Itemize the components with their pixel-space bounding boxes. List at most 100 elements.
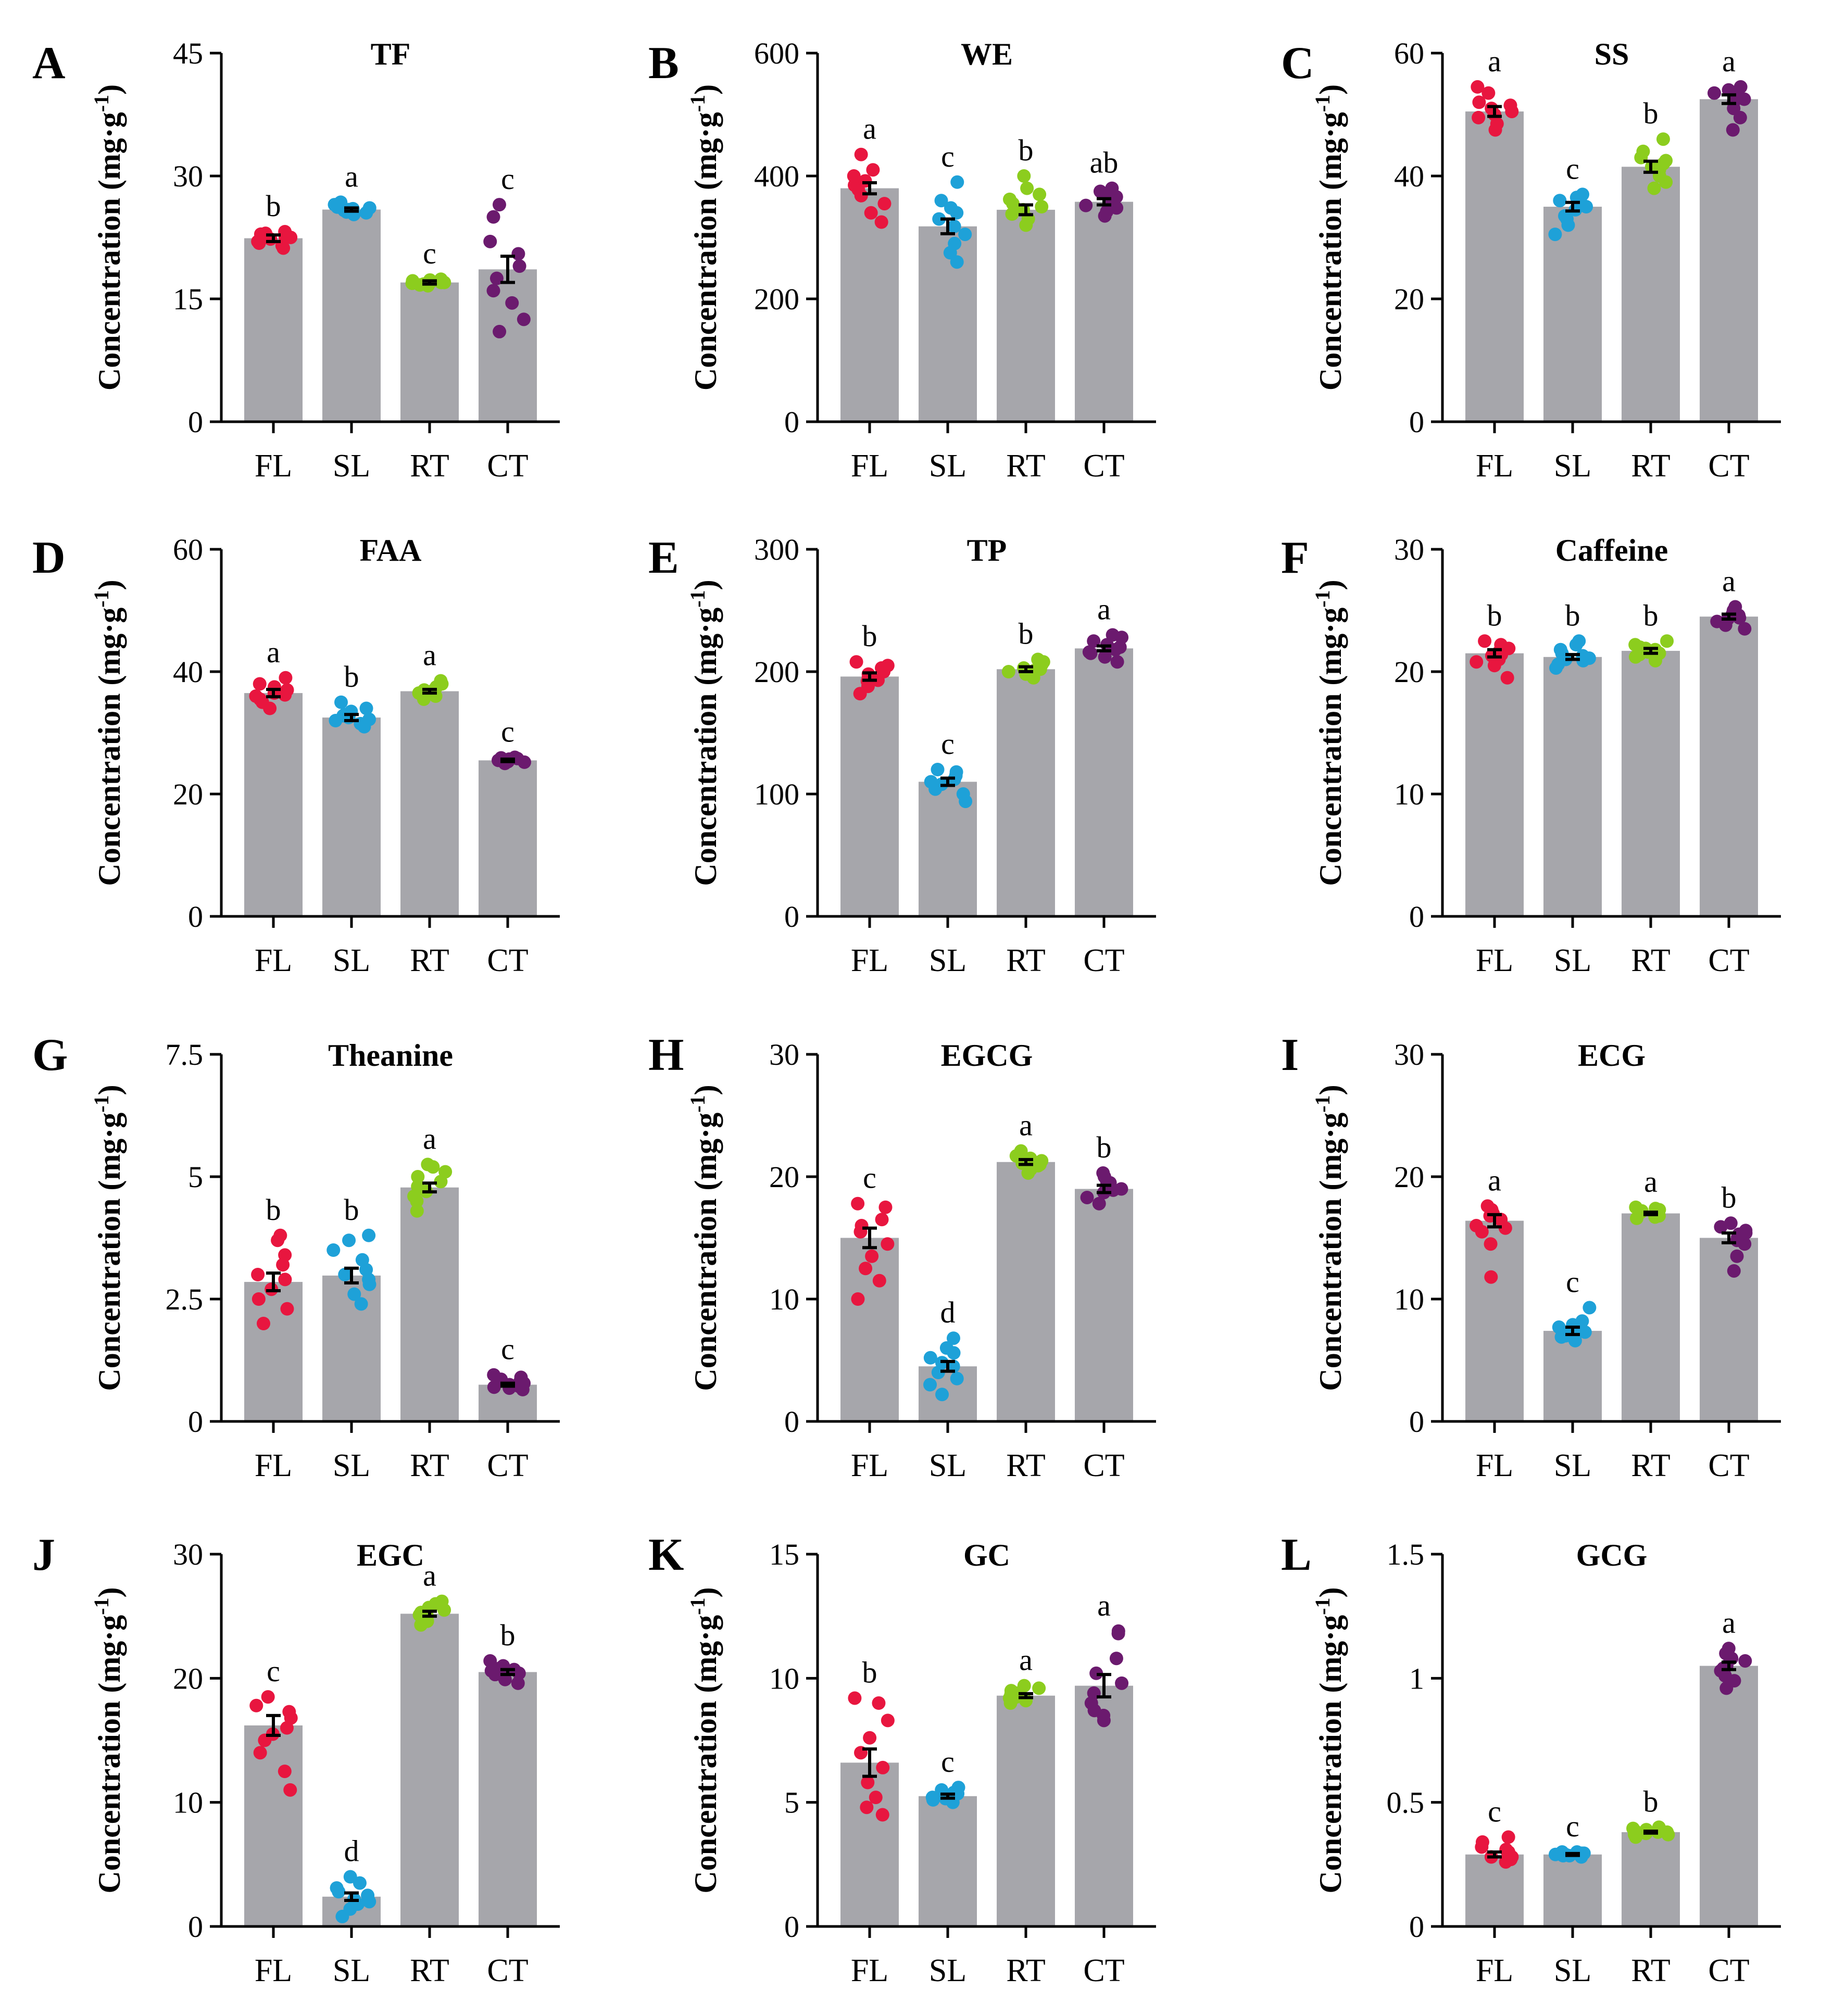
x-tick-label-FL: FL [255,1953,292,1988]
data-point-CT [1079,198,1093,212]
data-point-FL [875,1808,889,1822]
x-tick-label-SL: SL [1554,943,1591,978]
bar-CT [1075,1189,1133,1421]
data-point-SL [948,236,962,250]
x-tick-label-RT: RT [1006,448,1046,484]
x-tick-label-RT: RT [1006,1448,1046,1483]
error-bar-FL [1487,1213,1502,1229]
x-tick-label-CT: CT [1708,448,1749,484]
data-point-CT [1111,1624,1125,1638]
data-point-RT [1032,1681,1046,1695]
significance-letter-CT: a [1097,1589,1111,1622]
significance-letter-FL: c [1488,1794,1501,1828]
bar-CT [479,760,537,916]
x-tick-label-RT: RT [1631,448,1671,484]
error-bar-SL [1565,1326,1580,1337]
data-point-FL [1503,98,1517,112]
y-tick-label: 60 [1394,36,1424,70]
data-point-FL [1470,655,1484,669]
data-point-SL [950,175,964,189]
y-tick-label: 200 [754,282,799,316]
data-point-RT [410,1204,424,1218]
data-point-FL [252,1292,266,1306]
y-axis-label: Concentration (mg·g-1) [686,1085,723,1391]
error-bar-SL [1565,200,1580,213]
y-tick-label: 30 [173,159,203,193]
x-tick-label-CT: CT [487,1953,528,1988]
data-point-CT [1726,123,1740,137]
x-tick-label-RT: RT [1006,1953,1046,1988]
significance-letter-RT: a [423,1122,436,1156]
panel-letter: F [1281,533,1309,583]
data-point-CT [1093,184,1107,198]
error-bar-RT [1643,1829,1658,1835]
data-point-FL [1482,86,1496,100]
data-point-RT [434,674,448,688]
y-tick-label: 600 [754,36,799,70]
data-point-SL [347,1287,361,1301]
panel-H: H EGCG Concentration (mg·g-1) c d a b 0 10 20 30 FL… [648,1030,1156,1483]
bar-FL [840,676,899,916]
data-point-RT [1035,200,1049,213]
y-tick-label: 10 [173,1786,203,1820]
y-axis-label: Concentration (mg·g-1) [90,84,127,390]
data-point-SL [327,1243,341,1257]
x-tick-label-FL: FL [851,448,888,484]
x-tick-label-FL: FL [255,1448,292,1483]
error-bar-CT [1097,644,1111,653]
data-point-RT [1017,169,1031,183]
bar-RT [1622,167,1680,422]
data-point-CT [492,198,506,212]
bar-FL [1465,1220,1524,1421]
significance-letter-CT: ab [1090,146,1119,180]
x-tick-label-CT: CT [1708,1953,1749,1988]
error-bar-SL [344,1891,359,1902]
error-bar-CT [1722,93,1736,105]
significance-letter-FL: b [266,189,281,223]
significance-letter-RT: b [1019,133,1034,167]
data-point-FL [277,241,291,255]
data-point-CT [487,1368,501,1382]
y-tick-label: 100 [754,777,799,811]
panel-title: SS [1595,37,1629,71]
error-bar-SL [940,1792,955,1800]
data-point-SL [947,219,961,233]
error-bar-RT [422,1609,437,1618]
x-tick-label-CT: CT [487,943,528,978]
y-axis-label: Concentration (mg·g-1) [1311,1587,1348,1893]
data-point-FL [851,1196,865,1211]
data-point-FL [249,689,263,703]
y-tick-label: 2.5 [166,1282,204,1316]
data-point-FL [881,1237,895,1251]
data-point-CT [493,324,507,338]
panel-letter: E [648,533,679,583]
data-point-RT [1014,1144,1028,1158]
y-tick-label: 40 [1394,159,1424,193]
error-bar-SL [344,713,359,722]
data-point-SL [951,1781,965,1795]
data-point-FL [279,671,293,685]
error-bar-CT [500,255,515,284]
panel-title: TF [371,37,411,71]
error-bar-FL [1487,105,1502,118]
data-point-SL [1553,194,1567,208]
data-point-FL [881,659,895,673]
bar-SL [1543,207,1602,422]
x-tick-label-SL: SL [1554,448,1591,484]
panel-title: FAA [360,533,422,568]
significance-letter-CT: a [1722,564,1736,598]
data-point-CT [1092,1196,1106,1211]
y-tick-label: 30 [173,1538,203,1571]
data-point-FL [874,215,888,229]
data-point-FL [278,1272,292,1287]
data-point-RT [1001,665,1015,678]
error-bar-SL [940,217,955,235]
y-axis-label: Concentration (mg·g-1) [686,84,723,390]
y-axis-label: Concentration (mg·g-1) [1311,84,1348,390]
error-bar-FL [862,671,877,682]
bar-FL [244,693,303,916]
data-point-RT [421,1157,435,1171]
x-tick-label-CT: CT [1083,943,1124,978]
error-bar-RT [422,1181,437,1194]
bar-SL [919,1796,977,1926]
